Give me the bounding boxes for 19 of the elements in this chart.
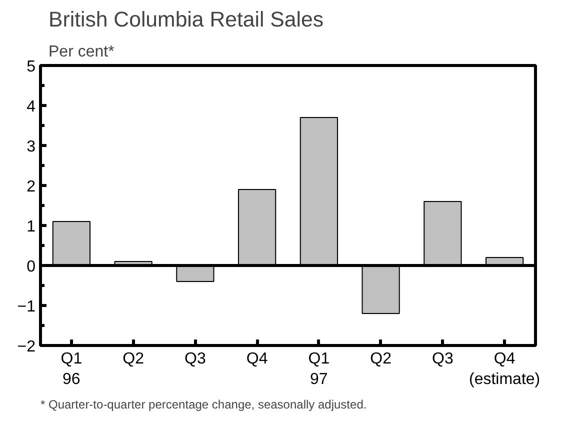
y-tick-label: 3 [26,138,36,156]
x-tick-label: Q1 96 [60,350,82,388]
y-tick-label: 5 [26,58,36,76]
x-tick-label: Q2 [370,350,392,368]
chart-subtitle: Per cent* [48,44,114,60]
y-tick-label: 0 [26,258,36,276]
x-tick-label: Q3 [432,350,454,368]
y-tick-label: −2 [17,338,36,356]
x-tick-label: Q2 [122,350,144,368]
x-tick-label: Q4 (estimate) [469,350,540,388]
chart-title: British Columbia Retail Sales [48,8,324,32]
y-tick-label: 1 [26,218,36,236]
x-tick-label: Q4 [246,350,268,368]
y-tick-label: 4 [26,98,36,116]
x-tick-label: Q1 97 [308,350,330,388]
y-tick-label: 2 [26,178,36,196]
y-tick-label: −1 [17,298,36,316]
text: * Quarter-to-quarter percentage change, seasonally adjusted. [40,398,367,412]
x-tick-label: Q3 [184,350,206,368]
